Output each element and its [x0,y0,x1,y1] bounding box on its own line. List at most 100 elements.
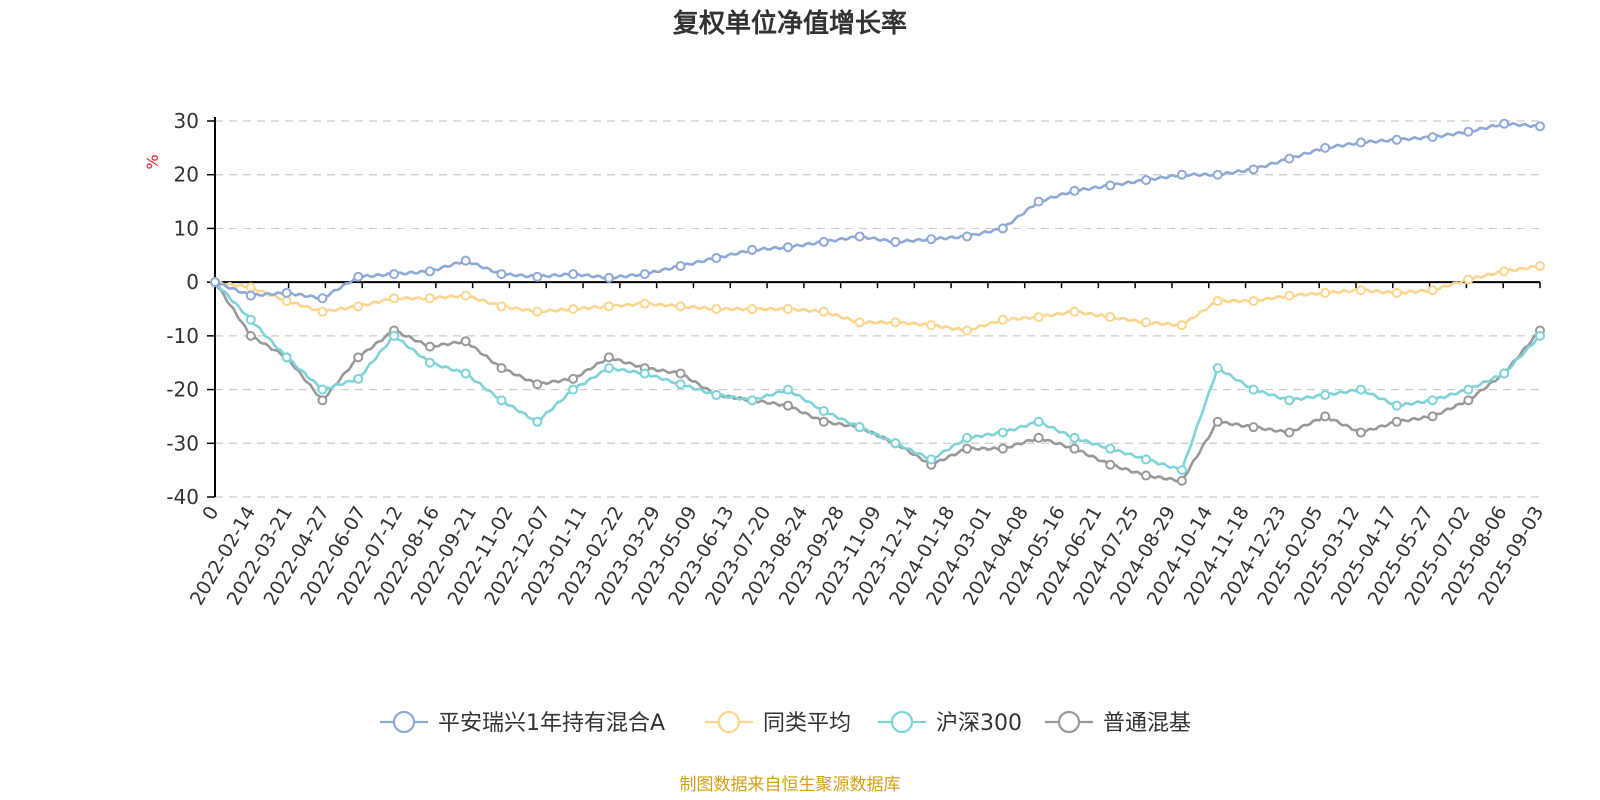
series-0-point [1069,185,1080,196]
series-0-point [1499,118,1510,129]
grid-lines [215,120,1540,498]
series-1-point [997,314,1008,325]
series-0-point [1284,153,1295,164]
series-3-point [1427,411,1438,422]
series-2-point [782,384,793,395]
series-1-point [782,304,793,314]
series-3-point [1141,470,1152,481]
chart-title: 复权单位净值增长率 [673,8,907,39]
series-2-point [1427,395,1438,406]
series-3-point [1463,395,1474,406]
series-0-point [1248,164,1259,175]
series-1-point [962,325,973,336]
series-1-point [926,320,937,331]
series-1-point [675,301,686,312]
series-1-point [603,301,614,312]
series-3-point [1069,443,1080,454]
series-1-point [532,306,543,317]
series-2-point [639,368,650,379]
legend-label: 同类平均 [763,711,851,736]
series-2-point [711,389,722,400]
series-3-point [1033,432,1044,443]
series-0-point [962,231,973,242]
series-0-point [603,272,614,283]
legend-label: 平安瑞兴1年持有混合A [438,711,665,736]
series-0-point [568,269,579,280]
series-2-point [1463,384,1474,395]
series-2-point [1141,454,1152,465]
series-0-point [890,236,901,247]
series-0-point [639,269,650,280]
series-1-point [1069,306,1080,317]
series-0-point [1391,134,1402,145]
series-1-point [1391,287,1402,298]
legend-label: 沪深300 [936,711,1022,736]
series-0-point [1535,121,1545,132]
series-0-point [1176,169,1187,180]
series-1-point [818,306,829,317]
series-1-point [1284,290,1295,301]
series-3-point [1355,427,1366,438]
series-0-point [997,223,1008,234]
legend-item[interactable]: 平安瑞兴1年持有混合A [380,710,665,736]
y-tick-label: -40 [166,485,199,509]
series-3-point [1176,475,1187,486]
series-2-point [532,416,543,427]
series-0-point [496,269,507,280]
y-tick-label: 20 [174,163,199,187]
series-0-point [532,271,543,282]
series-0-point [1212,169,1223,180]
series-2-point [926,454,937,465]
legend[interactable]: 平安瑞兴1年持有混合A 同类平均 沪深300 普通混基 [380,710,1191,736]
series-0-point [675,261,686,272]
series-0-point [281,287,292,298]
y-tick-label: 30 [174,109,199,133]
series-1-point [1212,295,1223,306]
legend-label: 普通混基 [1103,711,1191,736]
series-2-point [281,352,292,363]
series-0-point [210,277,220,288]
series-1-point [1499,266,1510,277]
series-2-point [1391,400,1402,411]
series-2-point [389,330,400,341]
y-axis-ticks: 30 20 10 0 -10 -20 -30 -40 [166,109,215,509]
series-1-point [424,293,435,304]
series-0-point [1463,126,1474,137]
series-line-2 [213,280,1541,473]
series-3-point [532,379,543,390]
series-2-point [1248,384,1259,395]
series-1-point [854,317,865,328]
series-0-point [1141,175,1152,186]
series-2-point [1176,465,1187,476]
series-0-point [747,244,758,255]
series-1-point [245,282,256,293]
legend-circle-icon [1057,710,1081,734]
legend-circle-icon [392,710,416,734]
series-3-point [1105,459,1116,470]
series-3-point [1320,411,1331,422]
legend-circle-icon [717,710,741,734]
y-tick-label: 0 [186,270,199,294]
series-2-point [460,368,471,379]
y-tick-label: -30 [166,431,199,455]
series-0-point [818,236,829,247]
x-tick-label: 0 [198,503,223,524]
legend-item[interactable]: 沪深300 [878,710,1022,736]
series-1-point [389,293,400,304]
legend-item[interactable]: 同类平均 [705,710,851,736]
series-2-point [245,314,256,325]
series-3-point [496,363,507,374]
series-0-point [711,252,722,263]
series-1-point [1176,320,1187,331]
legend-item[interactable]: 普通混基 [1045,710,1191,736]
series-3-point [245,330,256,341]
series-3-point [1212,416,1223,427]
series-3-point [603,352,614,363]
series-2-point [317,384,328,395]
series-0-point [353,271,364,282]
series-3-point [317,395,328,406]
series-3-point [962,443,973,454]
series-2-point [1033,416,1044,427]
series-3-point [568,373,579,384]
series-1-point [1105,312,1116,323]
